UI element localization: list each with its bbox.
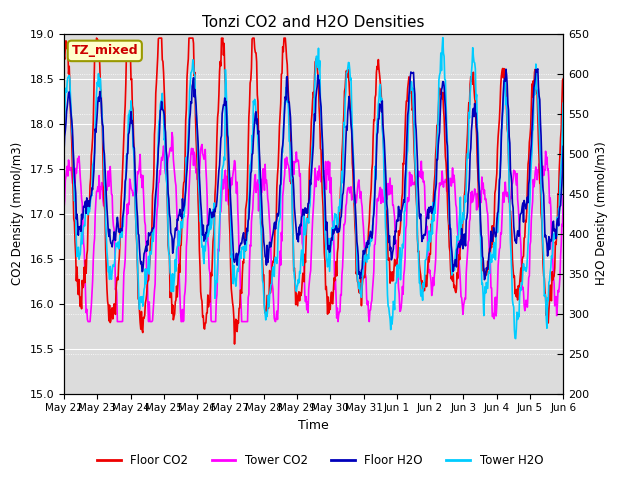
Floor CO2 (255, 154, 263, 160)
Tower CO2 (366, 308, 374, 313)
Tower H2O (254, 139, 262, 145)
Floor CO2 (120, 147, 127, 153)
Floor H2O (393, 218, 401, 224)
Floor H2O (119, 216, 127, 221)
Floor H2O (559, 144, 567, 149)
Tower CO2 (60, 206, 68, 212)
Floor H2O (481, 277, 488, 283)
Tower H2O (60, 129, 68, 135)
Tower H2O (236, 257, 243, 263)
Line: Tower CO2: Tower CO2 (64, 132, 563, 322)
Tower CO2 (168, 130, 176, 135)
Tower H2O (119, 224, 127, 230)
Floor H2O (60, 149, 68, 155)
Tower H2O (211, 200, 218, 206)
Floor CO2 (366, 203, 374, 209)
Floor CO2 (237, 287, 244, 293)
Tower H2O (559, 100, 567, 106)
Floor H2O (254, 131, 262, 137)
Tower H2O (439, 35, 447, 40)
Tower CO2 (84, 319, 92, 324)
Floor H2O (211, 206, 218, 212)
Floor H2O (236, 249, 243, 254)
Floor CO2 (230, 341, 238, 347)
Tower CO2 (212, 319, 220, 324)
Tower CO2 (559, 192, 567, 197)
Floor H2O (365, 241, 372, 247)
Line: Tower H2O: Tower H2O (64, 37, 563, 338)
X-axis label: Time: Time (298, 419, 329, 432)
Floor CO2 (394, 254, 402, 260)
Floor CO2 (559, 76, 567, 82)
Floor CO2 (211, 192, 219, 197)
Legend: Floor CO2, Tower CO2, Floor H2O, Tower H2O: Floor CO2, Tower CO2, Floor H2O, Tower H… (92, 449, 548, 472)
Title: Tonzi CO2 and H2O Densities: Tonzi CO2 and H2O Densities (202, 15, 425, 30)
Y-axis label: CO2 Density (mmol/m3): CO2 Density (mmol/m3) (11, 142, 24, 285)
Tower CO2 (237, 286, 244, 291)
Y-axis label: H2O Density (mmol/m3): H2O Density (mmol/m3) (595, 142, 608, 286)
Tower H2O (512, 336, 520, 341)
Tower H2O (393, 278, 401, 284)
Text: TZ_mixed: TZ_mixed (72, 44, 138, 58)
Floor CO2 (93, 35, 100, 41)
Line: Floor CO2: Floor CO2 (64, 38, 563, 344)
Tower CO2 (120, 295, 127, 301)
Tower CO2 (394, 271, 402, 277)
Line: Floor H2O: Floor H2O (64, 69, 563, 280)
Tower CO2 (255, 179, 263, 185)
Floor CO2 (60, 51, 68, 57)
Floor H2O (534, 66, 541, 72)
Tower H2O (365, 256, 372, 262)
